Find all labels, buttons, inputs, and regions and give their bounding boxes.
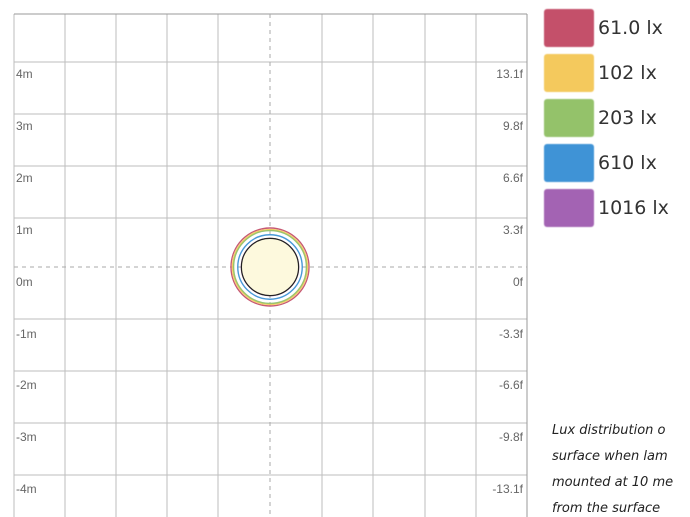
- tick-label-feet: 9.8f: [503, 119, 524, 133]
- caption-line: surface when lam: [552, 449, 668, 464]
- legend: 61.0 lx 102 lx 203 lx 610 lx 1016 lx: [544, 5, 669, 230]
- illuminated-spot: [240, 237, 300, 297]
- legend-swatch-203-lx: [544, 98, 594, 137]
- legend-item-610-lx: 610 lx: [544, 140, 669, 185]
- legend-label: 61.0 lx: [598, 16, 663, 39]
- legend-swatch-1016-lx: [544, 188, 594, 227]
- tick-label-meters: 1m: [16, 223, 33, 237]
- tick-label-feet: 3.3f: [503, 223, 524, 237]
- legend-label: 203 lx: [598, 106, 657, 129]
- tick-label-meters: 2m: [16, 171, 33, 185]
- caption-line: from the surface: [552, 501, 661, 516]
- tick-label-meters: -4m: [16, 482, 37, 496]
- tick-label-feet: -13.1f: [492, 482, 523, 496]
- tick-label-meters: -2m: [16, 378, 37, 392]
- contour-102-lx: [231, 228, 309, 306]
- legend-item-1016-lx: 1016 lx: [544, 185, 669, 230]
- tick-label-feet: 6.6f: [503, 171, 524, 185]
- tick-label-meters: 0m: [16, 275, 33, 289]
- tick-label-meters: 4m: [16, 67, 33, 81]
- legend-swatch-102-lx: [544, 53, 594, 92]
- tick-label-feet: -3.3f: [499, 327, 524, 341]
- tick-label-meters: -1m: [16, 327, 37, 341]
- legend-swatch-61-lx: [544, 8, 594, 47]
- legend-item-61-lx: 61.0 lx: [544, 5, 669, 50]
- contour-203-lx: [232, 229, 308, 305]
- caption: Lux distribution o surface when lam moun…: [552, 418, 690, 517]
- legend-swatch-610-lx: [544, 143, 594, 182]
- tick-label-feet: 13.1f: [496, 67, 523, 81]
- legend-label: 102 lx: [598, 61, 657, 84]
- contour-610-lx: [237, 234, 303, 300]
- caption-line: mounted at 10 me: [552, 475, 674, 490]
- legend-item-203-lx: 203 lx: [544, 95, 669, 140]
- legend-item-102-lx: 102 lx: [544, 50, 669, 95]
- tick-label-feet: -9.8f: [499, 430, 524, 444]
- tick-label-meters: -3m: [16, 430, 37, 444]
- caption-line: Lux distribution o: [552, 423, 666, 438]
- tick-label-meters: 3m: [16, 119, 33, 133]
- legend-label: 1016 lx: [598, 196, 669, 219]
- plot-area: 4m 13.1f 3m 9.8f 2m 6.6f 1m 3.3f 0m 0f -1m -3.3f -2m…: [13, 13, 528, 517]
- tick-label-feet: -6.6f: [499, 378, 524, 392]
- tick-label-feet: 0f: [513, 275, 524, 289]
- contour-61-0-lx: [230, 227, 310, 307]
- legend-label: 610 lx: [598, 151, 657, 174]
